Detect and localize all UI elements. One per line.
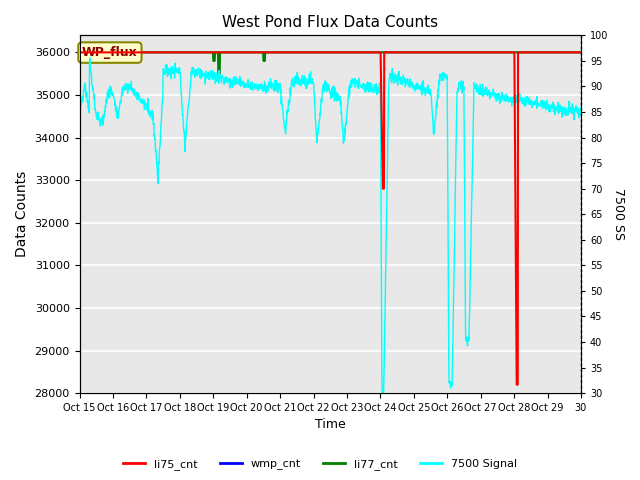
Text: WP_flux: WP_flux (82, 46, 138, 59)
Title: West Pond Flux Data Counts: West Pond Flux Data Counts (222, 15, 438, 30)
Y-axis label: Data Counts: Data Counts (15, 171, 29, 257)
X-axis label: Time: Time (315, 419, 346, 432)
Y-axis label: 7500 SS: 7500 SS (612, 188, 625, 240)
Legend: li75_cnt, wmp_cnt, li77_cnt, 7500 Signal: li75_cnt, wmp_cnt, li77_cnt, 7500 Signal (118, 455, 522, 474)
